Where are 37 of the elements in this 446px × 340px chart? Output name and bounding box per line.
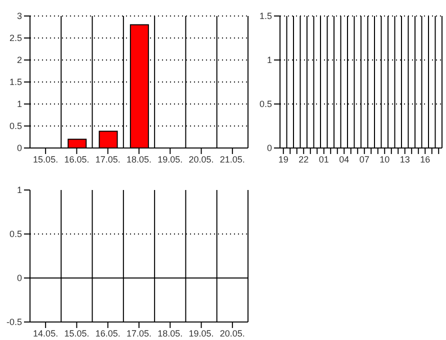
x-tick-label: 20.05.: [220, 328, 245, 338]
y-tick-label: 3: [16, 11, 22, 22]
x-tick-label: 17.05.: [95, 154, 120, 164]
x-tick-label: 18.05.: [126, 154, 152, 164]
x-tick-label: 16.05.: [95, 328, 120, 338]
x-tick-label: 21.05.: [220, 154, 245, 164]
y-tick-label: -0.5: [6, 317, 22, 328]
y-tick-label: 0.5: [259, 99, 272, 110]
x-tick-label: 18.05.: [158, 328, 183, 338]
x-tick-label: 04: [339, 154, 350, 164]
y-tick-label: 0: [16, 273, 22, 284]
x-tick-label: 14.05.: [33, 328, 58, 338]
x-tick-label: 10: [380, 154, 390, 164]
y-tick-label: 0: [266, 143, 272, 154]
x-tick-label: 19.05.: [188, 328, 214, 338]
y-tick-label: 2: [16, 55, 22, 66]
y-tick-label: 1.5: [259, 11, 272, 22]
y-tick-label: 1: [16, 99, 22, 110]
x-tick-label: 19.05.: [158, 154, 183, 164]
x-tick-label: 13: [400, 154, 410, 164]
y-tick-label: 1.5: [9, 77, 22, 88]
y-tick-label: 1: [266, 55, 272, 66]
y-tick-label: 2.5: [9, 33, 22, 44]
y-tick-label: 0.5: [9, 229, 22, 240]
x-tick-label: 19: [278, 154, 288, 164]
x-tick-label: 22: [298, 154, 309, 164]
y-tick-label: 0: [16, 143, 22, 154]
y-tick-label: 1: [16, 185, 22, 196]
x-tick-label: 15.05.: [33, 154, 58, 164]
x-tick-label: 16.05.: [64, 154, 90, 164]
x-tick-label: 07: [359, 154, 370, 164]
x-tick-label: 15.05.: [64, 328, 90, 338]
x-tick-label: 16: [420, 154, 430, 164]
x-tick-label: 01: [318, 154, 329, 164]
x-tick-label: 17.05.: [126, 328, 152, 338]
y-tick-label: 0.5: [9, 121, 22, 132]
x-tick-label: 20.05.: [188, 154, 214, 164]
